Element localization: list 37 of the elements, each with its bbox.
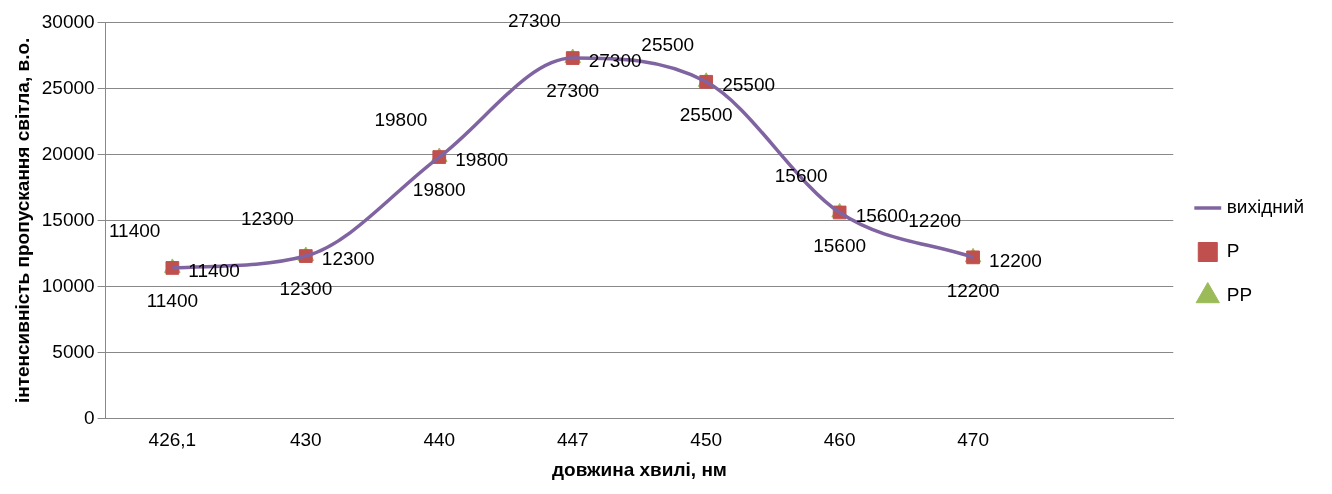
data-label: 19800 (455, 149, 509, 171)
x-tick-label: 460 (823, 429, 856, 451)
x-tick-label: 470 (957, 429, 989, 451)
data-label: 25500 (722, 74, 776, 96)
y-tick-label: 5000 (52, 340, 95, 362)
data-label: 27300 (507, 10, 561, 32)
data-label: 15600 (855, 204, 909, 226)
y-tick-label: 0 (84, 406, 95, 428)
data-label: 12300 (240, 208, 294, 230)
data-label: 12200 (989, 249, 1042, 271)
legend-label: вихідний (1226, 196, 1304, 218)
y-tick-label: 20000 (41, 142, 95, 164)
legend-label: РР (1226, 284, 1253, 306)
data-label: 27300 (546, 80, 600, 102)
data-label: 11400 (146, 290, 199, 312)
y-tick-label: 10000 (41, 274, 95, 296)
data-label: 12200 (908, 209, 962, 231)
data-label: 12300 (279, 278, 333, 300)
data-label: 25500 (641, 34, 695, 56)
data-label: 12200 (946, 279, 1000, 301)
data-label: 11400 (108, 220, 161, 242)
legend-label: Р (1226, 240, 1240, 262)
x-tick-label: 450 (690, 429, 723, 451)
data-label: 15600 (813, 234, 867, 256)
x-tick-label: 447 (556, 429, 589, 451)
y-tick-label: 15000 (41, 208, 95, 230)
x-tick-label: 430 (289, 429, 322, 451)
x-tick-label: 440 (423, 429, 456, 451)
data-label: 19800 (412, 179, 466, 201)
y-axis-title: інтенсивність пропускання світла, в.о. (11, 37, 33, 404)
data-label: 19800 (374, 109, 428, 131)
data-label: 12300 (321, 248, 375, 270)
data-label: 25500 (679, 104, 733, 126)
x-tick-label: 426,1 (148, 429, 197, 451)
x-axis-title: довжина хвилі, нм (551, 458, 727, 480)
y-tick-label: 25000 (41, 76, 95, 98)
y-tick-label: 30000 (41, 10, 95, 32)
